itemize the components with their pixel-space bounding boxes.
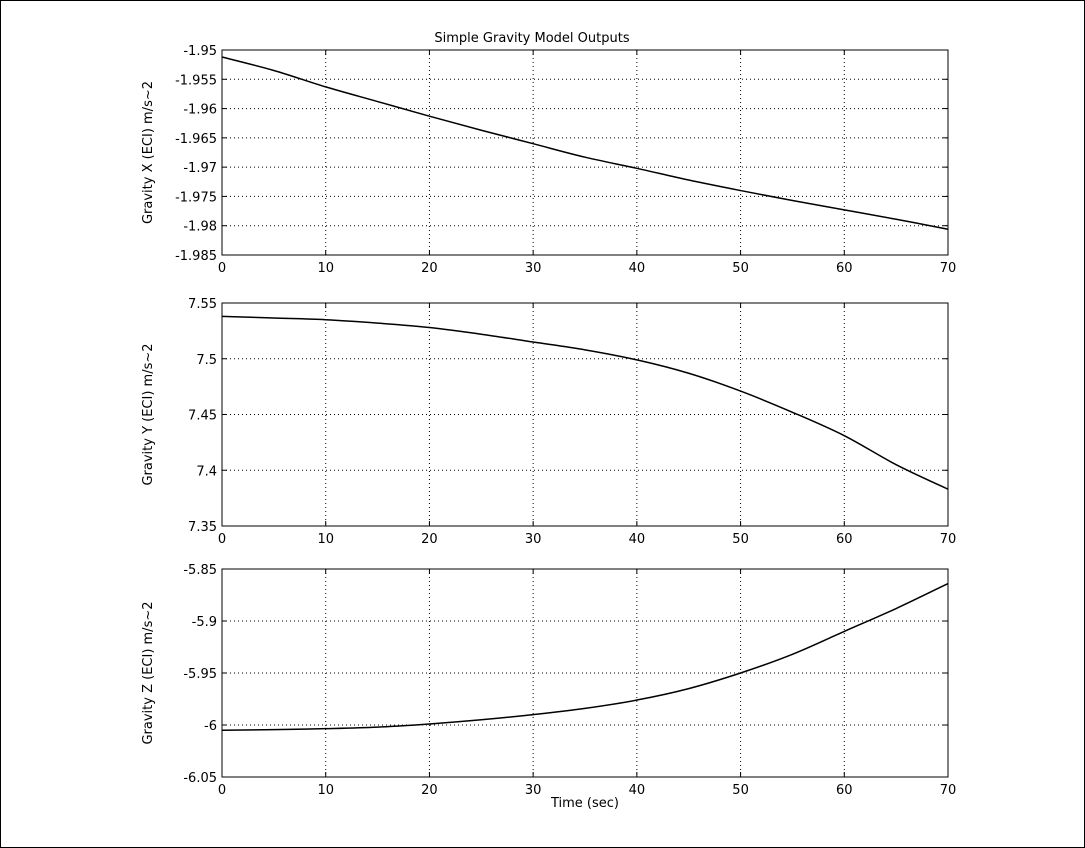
x-tick-label: 50: [732, 261, 749, 276]
x-tick-label: 40: [629, 261, 646, 276]
y-tick-label: -1.985: [175, 249, 217, 264]
x-tick-label: 40: [629, 783, 646, 798]
subplots: 0 10 20 30 40 50 60 70 -1.95 -1.955 -1.96 -1.965 -1.…: [141, 44, 956, 798]
subplot-3: 0 10 20 30 40 50 60 70 -5.85 -5.9 -5.95 -6 -6.05 Grav…: [141, 563, 956, 798]
x-tick-label: 0: [218, 532, 226, 547]
x-tick-label: 30: [525, 532, 542, 547]
x-tick-label: 30: [525, 783, 542, 798]
y-axis-label: Gravity Y (ECI) m/s~2: [141, 343, 156, 485]
x-axis-label: Time (sec): [550, 796, 619, 811]
y-axis-label: Gravity Z (ECI) m/s~2: [141, 601, 156, 744]
x-tick-label: 0: [218, 783, 226, 798]
y-tick-label: -1.955: [175, 73, 217, 88]
x-tick-label: 50: [732, 783, 749, 798]
series-line: [221, 56, 949, 230]
y-axis-label: Gravity X (ECI) m/s~2: [141, 81, 156, 224]
x-tick-label: 70: [940, 783, 957, 798]
y-tick-label: -1.95: [183, 44, 217, 59]
x-tick-label: 50: [732, 532, 749, 547]
y-tick-label: -1.97: [183, 161, 217, 176]
subplot-1: 0 10 20 30 40 50 60 70 -1.95 -1.955 -1.96 -1.965 -1.…: [141, 44, 956, 276]
x-tick-label: 20: [421, 783, 438, 798]
x-tick-label: 40: [629, 532, 646, 547]
y-tick-label: -1.96: [183, 103, 217, 118]
y-tick-label: -5.85: [183, 563, 217, 578]
y-tick-label: 7.45: [188, 409, 217, 424]
x-tick-label: 60: [836, 783, 853, 798]
x-tick-label: 70: [940, 532, 957, 547]
x-tick-label: 60: [836, 261, 853, 276]
y-tick-label: -5.95: [183, 667, 217, 682]
y-tick-label: 7.55: [188, 297, 217, 312]
x-tick-label: 10: [317, 783, 334, 798]
series-line: [221, 582, 949, 731]
y-tick-label: -5.9: [192, 615, 217, 630]
y-tick-label: -6.05: [183, 771, 217, 786]
x-tick-label: 0: [218, 261, 226, 276]
subplot-2: 0 10 20 30 40 50 60 70 7.55 7.5 7.45 7.4 7.35 Gravity…: [141, 297, 956, 547]
y-tick-label: -1.965: [175, 132, 217, 147]
x-tick-label: 20: [421, 532, 438, 547]
y-tick-label: 7.5: [196, 353, 217, 368]
y-tick-label: -6: [204, 719, 217, 734]
x-tick-label: 20: [421, 261, 438, 276]
series-line: [221, 315, 949, 490]
figure-title: Simple Gravity Model Outputs: [434, 31, 629, 46]
y-tick-label: -1.98: [183, 220, 217, 235]
axes-box: [221, 49, 949, 256]
x-tick-label: 10: [317, 261, 334, 276]
x-tick-label: 10: [317, 532, 334, 547]
x-tick-label: 30: [525, 261, 542, 276]
y-tick-label: 7.4: [196, 464, 217, 479]
y-tick-label: -1.975: [175, 190, 217, 205]
x-tick-label: 60: [836, 532, 853, 547]
y-tick-label: 7.35: [188, 520, 217, 535]
x-tick-label: 70: [940, 261, 957, 276]
